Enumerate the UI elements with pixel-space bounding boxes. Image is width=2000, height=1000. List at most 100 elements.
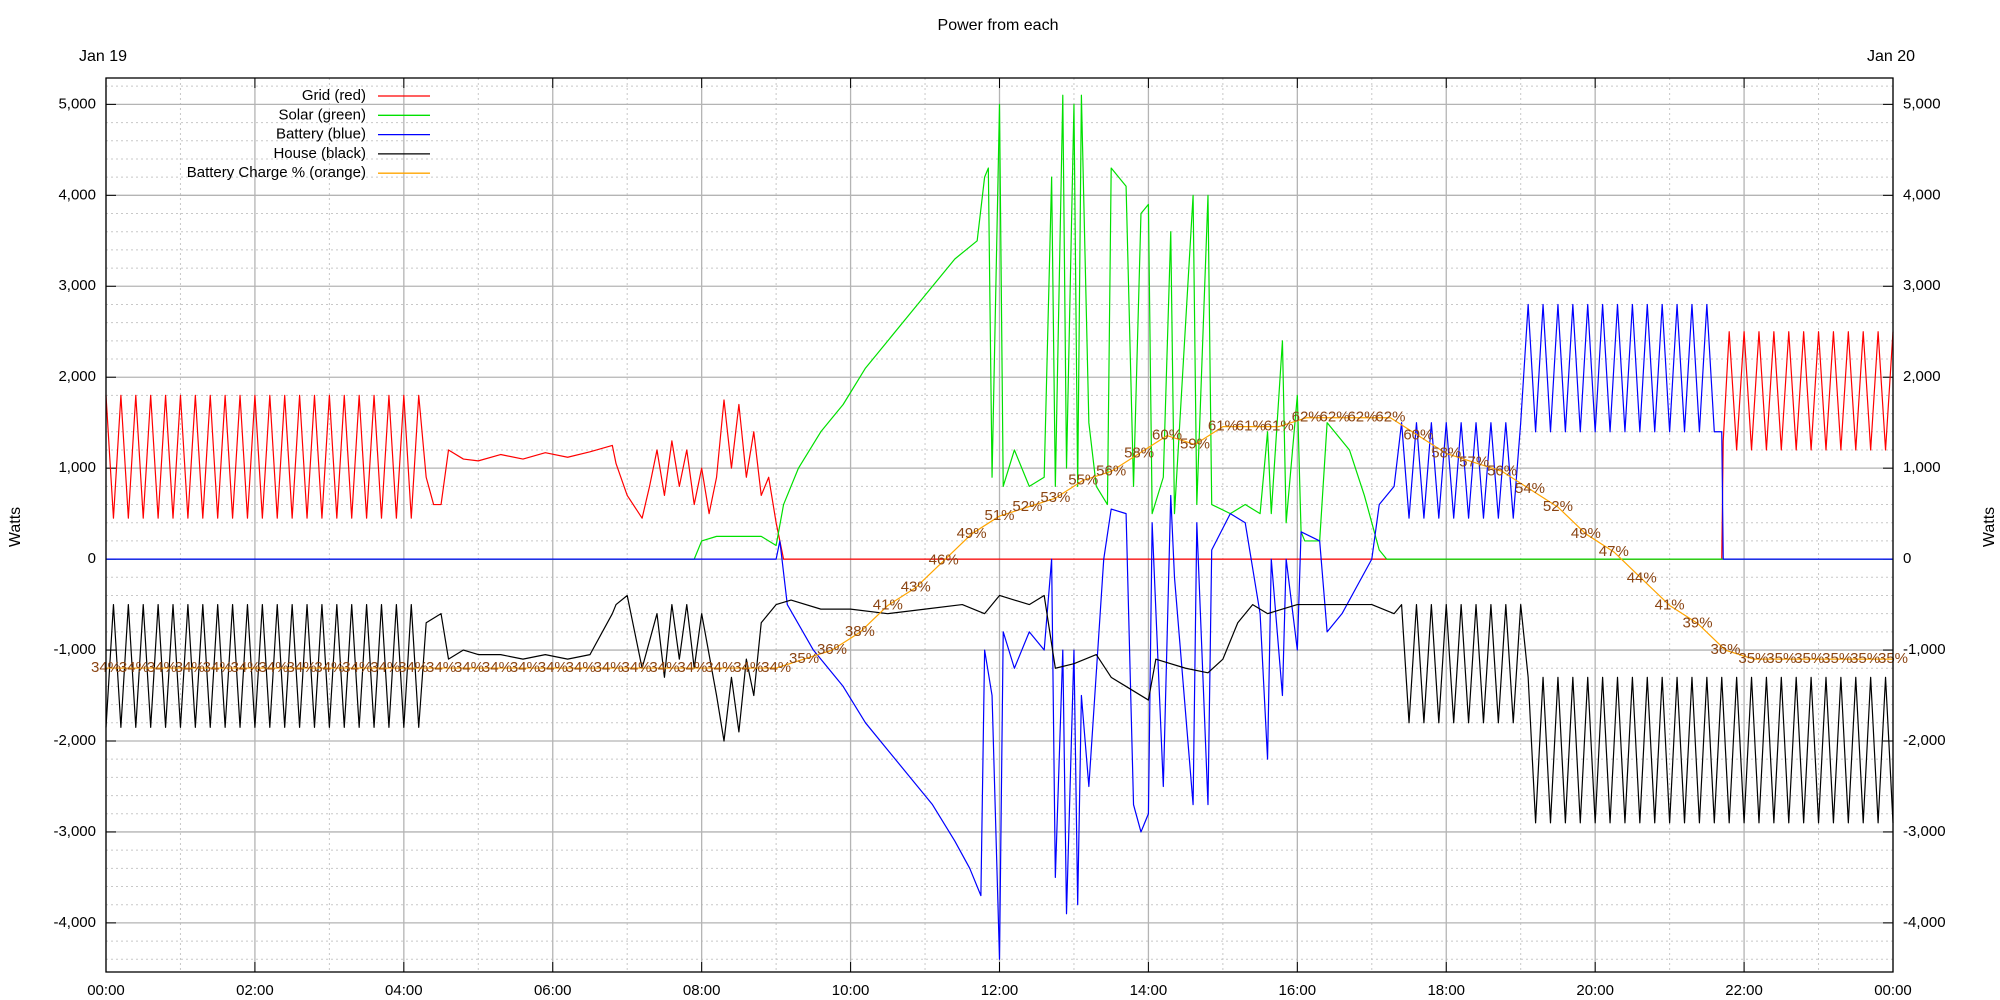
data-label: 43% (901, 579, 931, 596)
x-tick-label: 22:00 (1725, 982, 1763, 999)
x-tick-label: 20:00 (1576, 982, 1614, 999)
data-label: 34% (454, 659, 484, 676)
data-label: 60% (1152, 427, 1182, 444)
data-label: 36% (817, 641, 847, 658)
series-line (105, 331, 1894, 560)
x-tick-label: 12:00 (981, 982, 1019, 999)
x-tick-label: 00:00 (87, 982, 125, 999)
y2-tick-label: -4,000 (1903, 914, 1946, 931)
y2-tick-label: 2,000 (1903, 368, 1941, 385)
data-label: 61% (1236, 418, 1266, 435)
y2-tick-label: 3,000 (1903, 277, 1941, 294)
data-label: 34% (175, 659, 205, 676)
data-label: 49% (957, 525, 987, 542)
data-label: 39% (1683, 614, 1713, 631)
data-label: 62% (1320, 409, 1350, 426)
data-label: 61% (1264, 418, 1294, 435)
x-tick-label: 18:00 (1427, 982, 1465, 999)
data-label: 54% (1515, 480, 1545, 497)
x-tick-label: 08:00 (683, 982, 721, 999)
data-label: 44% (1627, 570, 1657, 587)
data-label: 49% (1571, 525, 1601, 542)
data-label: 34% (342, 659, 372, 676)
y-tick-label: 2,000 (58, 368, 96, 385)
data-label: 34% (482, 659, 512, 676)
data-label: 52% (1543, 498, 1573, 515)
x-tick-label: 10:00 (832, 982, 870, 999)
y-tick-label: -1,000 (53, 641, 96, 658)
data-label: 62% (1292, 409, 1322, 426)
y-tick-label: 4,000 (58, 186, 96, 203)
data-label: 59% (1180, 436, 1210, 453)
data-label: 35% (789, 650, 819, 667)
data-label: 34% (594, 659, 624, 676)
y2-axis-label: Watts (1981, 507, 1998, 547)
x-tick-label: 16:00 (1279, 982, 1317, 999)
data-label: 56% (1487, 462, 1517, 479)
data-label: 34% (259, 659, 289, 676)
legend-label: Battery Charge % (orange) (187, 164, 366, 181)
data-label: 34% (705, 659, 735, 676)
data-label: 34% (538, 659, 568, 676)
data-label: 34% (203, 659, 233, 676)
data-label: 58% (1124, 444, 1154, 461)
data-label: 38% (845, 623, 875, 640)
y-axis-label: Watts (7, 507, 24, 547)
date-label: Jan 20 (1867, 48, 1915, 65)
legend-label: Grid (red) (302, 87, 366, 104)
x-tick-label: 14:00 (1130, 982, 1168, 999)
data-label: 34% (566, 659, 596, 676)
y2-tick-label: 1,000 (1903, 459, 1941, 476)
y-tick-label: -2,000 (53, 732, 96, 749)
data-label: 34% (677, 659, 707, 676)
data-label: 41% (873, 596, 903, 613)
legend-label: Battery (blue) (276, 126, 366, 143)
data-label: 34% (398, 659, 428, 676)
data-label: 35% (1766, 650, 1796, 667)
data-label: 34% (370, 659, 400, 676)
y-tick-label: 5,000 (58, 95, 96, 112)
y2-tick-label: 4,000 (1903, 186, 1941, 203)
data-label: 56% (1096, 462, 1126, 479)
data-label: 53% (1040, 489, 1070, 506)
series-line (105, 594, 1894, 824)
data-label: 34% (622, 659, 652, 676)
data-label: 62% (1375, 409, 1405, 426)
data-label: 34% (231, 659, 261, 676)
data-label: 62% (1347, 409, 1377, 426)
data-label: 58% (1431, 444, 1461, 461)
x-tick-label: 04:00 (385, 982, 423, 999)
data-label: 35% (1822, 650, 1852, 667)
y2-tick-label: -2,000 (1903, 732, 1946, 749)
data-label: 51% (984, 507, 1014, 524)
data-label: 41% (1655, 596, 1685, 613)
data-label: 52% (1012, 498, 1042, 515)
x-tick-label: 06:00 (534, 982, 572, 999)
data-label: 47% (1599, 543, 1629, 560)
y-tick-label: -4,000 (53, 914, 96, 931)
data-label: 34% (649, 659, 679, 676)
date-label: Jan 19 (79, 48, 127, 65)
data-label: 34% (426, 659, 456, 676)
data-label: 34% (286, 659, 316, 676)
data-label: 35% (1850, 650, 1880, 667)
chart-title: Power from each (938, 17, 1059, 34)
y-tick-label: -3,000 (53, 823, 96, 840)
legend-label: House (black) (273, 145, 366, 162)
x-tick-label: 02:00 (236, 982, 274, 999)
data-label: 57% (1459, 453, 1489, 470)
data-label: 34% (147, 659, 177, 676)
data-label: 35% (1738, 650, 1768, 667)
y-tick-label: 3,000 (58, 277, 96, 294)
y-tick-label: 1,000 (58, 459, 96, 476)
y2-tick-label: -3,000 (1903, 823, 1946, 840)
data-label: 34% (733, 659, 763, 676)
data-label: 34% (314, 659, 344, 676)
y-tick-label: 0 (88, 550, 96, 567)
x-tick-label: 00:00 (1874, 982, 1912, 999)
series-line (106, 417, 1893, 669)
data-label: 35% (1794, 650, 1824, 667)
data-label: 55% (1068, 471, 1098, 488)
